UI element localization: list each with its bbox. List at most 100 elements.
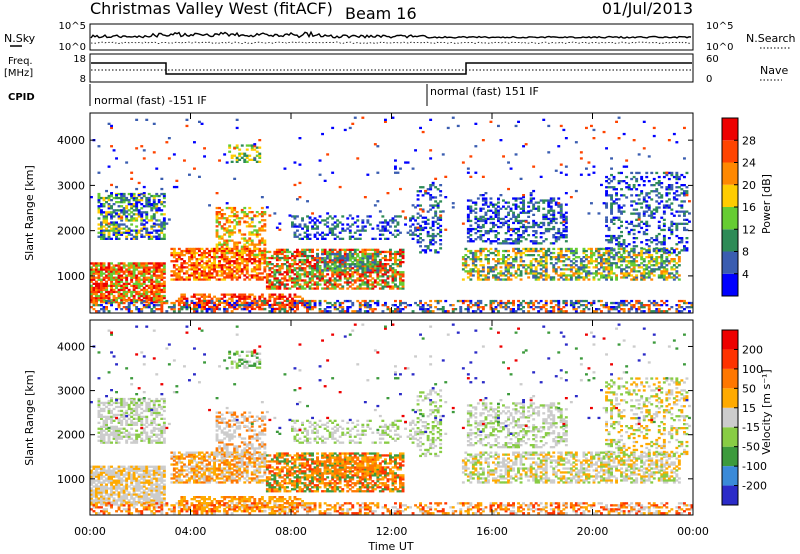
power-cell	[642, 200, 646, 203]
power-cell	[559, 251, 563, 255]
power-cell	[476, 278, 480, 281]
power-cell	[502, 260, 505, 263]
power-cell	[115, 235, 118, 238]
power-cell	[333, 304, 337, 307]
power-cell	[622, 256, 626, 259]
power-cell	[140, 213, 144, 216]
power-cell	[225, 260, 229, 263]
power-cell	[117, 282, 121, 285]
power-cell	[130, 229, 134, 232]
power-cell	[90, 286, 93, 290]
power-cell	[343, 273, 347, 276]
power-cell	[245, 148, 249, 151]
power-cell	[255, 305, 259, 309]
power-cell	[313, 265, 317, 268]
power-cell	[142, 294, 146, 298]
power-cell	[356, 253, 360, 256]
power-cell	[587, 266, 591, 269]
power-cell	[316, 261, 319, 264]
power-cell	[494, 260, 498, 263]
power-cell	[180, 306, 184, 309]
power-cell	[233, 256, 237, 259]
power-cell	[240, 258, 244, 261]
power-cell	[499, 304, 503, 307]
power-cell	[502, 274, 505, 277]
power-cell	[630, 212, 634, 215]
power-cell	[602, 254, 606, 257]
power-cell	[286, 297, 289, 300]
power-cell	[311, 306, 314, 309]
power-cell	[107, 229, 111, 232]
power-cell	[127, 304, 131, 307]
power-cell	[291, 285, 294, 288]
power-cell	[160, 274, 164, 277]
power-cell	[142, 276, 146, 279]
power-cell	[431, 239, 435, 242]
power-cell	[381, 304, 385, 307]
power-cell	[394, 263, 397, 266]
power-cell	[127, 192, 131, 196]
power-cell	[238, 217, 242, 220]
power-cell	[278, 310, 282, 313]
power-cell	[610, 173, 613, 177]
power-cell	[620, 210, 623, 213]
power-cell	[484, 197, 488, 200]
power-cell	[497, 278, 500, 281]
power-cell	[512, 264, 515, 267]
power-cell	[208, 272, 211, 275]
power-cell	[188, 274, 191, 277]
power-cell	[180, 308, 184, 311]
power-cell	[145, 270, 149, 273]
power-cell	[660, 262, 664, 265]
power-cell	[680, 210, 684, 213]
power-cell	[155, 280, 159, 283]
power-cell	[439, 194, 443, 197]
power-cell	[308, 287, 312, 290]
power-cell	[208, 270, 211, 273]
power-cell	[183, 306, 186, 309]
power-cell	[351, 257, 355, 260]
power-cell	[203, 303, 206, 306]
power-cell	[396, 273, 400, 276]
power-cell	[607, 182, 611, 185]
power-cell	[620, 270, 623, 273]
power-cell	[577, 266, 581, 269]
power-cell	[368, 255, 372, 258]
power-cell	[157, 274, 161, 277]
power-cell	[537, 262, 541, 265]
power-cell	[662, 175, 666, 179]
power-cell	[351, 273, 355, 276]
power-cell	[429, 241, 433, 244]
power-cell	[662, 239, 666, 242]
power-cell	[517, 227, 520, 231]
power-cell	[672, 175, 676, 179]
power-cell	[95, 272, 98, 275]
power-cell	[416, 234, 420, 238]
power-cell	[645, 249, 649, 252]
power-cell	[356, 255, 360, 258]
power-cell	[132, 266, 136, 269]
power-cell	[283, 250, 287, 254]
power-cell	[612, 202, 616, 205]
power-cell	[436, 202, 440, 205]
power-cell	[235, 247, 239, 251]
power-cell	[248, 247, 252, 251]
power-cell	[268, 279, 272, 282]
power-cell	[567, 258, 571, 261]
power-cell	[243, 239, 247, 242]
power-cell	[190, 274, 194, 277]
power-cell	[188, 276, 191, 279]
power-cell	[306, 215, 309, 218]
power-cell	[552, 256, 556, 259]
power-cell	[409, 225, 412, 228]
power-cell	[245, 154, 249, 157]
power-cell	[120, 194, 124, 198]
power-cell	[645, 222, 649, 225]
power-cell	[293, 250, 297, 254]
power-cell	[233, 262, 237, 265]
power-cell	[293, 258, 297, 262]
power-cell	[514, 258, 518, 261]
power-cell	[142, 280, 146, 283]
power-cell	[255, 233, 259, 236]
power-cell	[378, 265, 382, 268]
